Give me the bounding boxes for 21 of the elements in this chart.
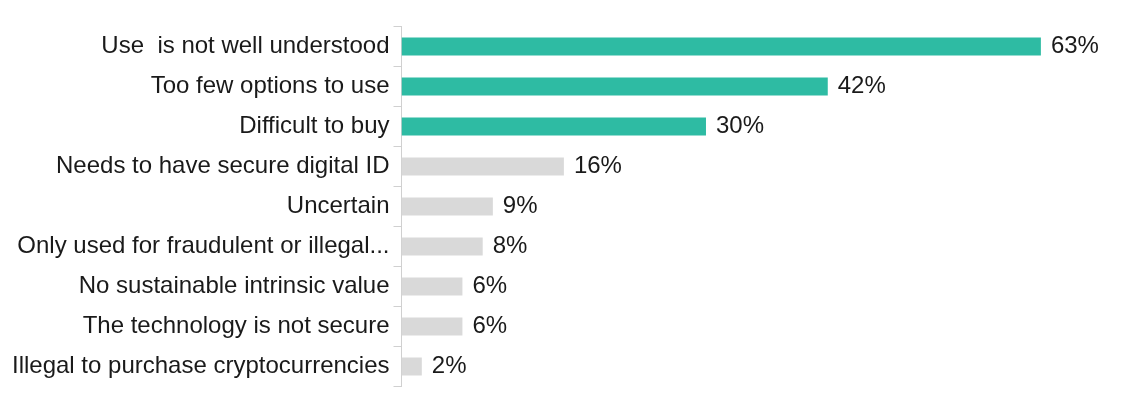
y-tick-label: Only used for fraudulent or illegal...	[17, 231, 390, 259]
bar	[401, 77, 828, 96]
data-label: 30%	[715, 111, 765, 139]
y-tick-label: Illegal to purchase cryptocurrencies	[11, 351, 390, 379]
data-label: 63%	[1050, 31, 1099, 59]
y-tick-label: No sustainable intrinsic value	[78, 271, 390, 299]
data-label: 16%	[573, 151, 622, 179]
y-tick-label: Needs to have secure digital ID	[56, 151, 390, 179]
data-label: 2%	[431, 351, 467, 379]
data-label: 6%	[472, 271, 508, 299]
data-label: 9%	[502, 191, 538, 219]
data-label: 6%	[472, 311, 508, 339]
y-tick-label: Use is not well understood	[101, 31, 390, 59]
y-tick-label: Difficult to buy	[239, 111, 390, 139]
y-tick-label: The technology is not secure	[82, 311, 390, 339]
data-label: 8%	[492, 231, 528, 259]
y-tick-label: Too few options to use	[150, 71, 390, 99]
bar	[401, 37, 1041, 56]
y-tick-label: Uncertain	[286, 191, 390, 219]
data-label: 42%	[837, 71, 886, 99]
bar	[401, 117, 706, 136]
